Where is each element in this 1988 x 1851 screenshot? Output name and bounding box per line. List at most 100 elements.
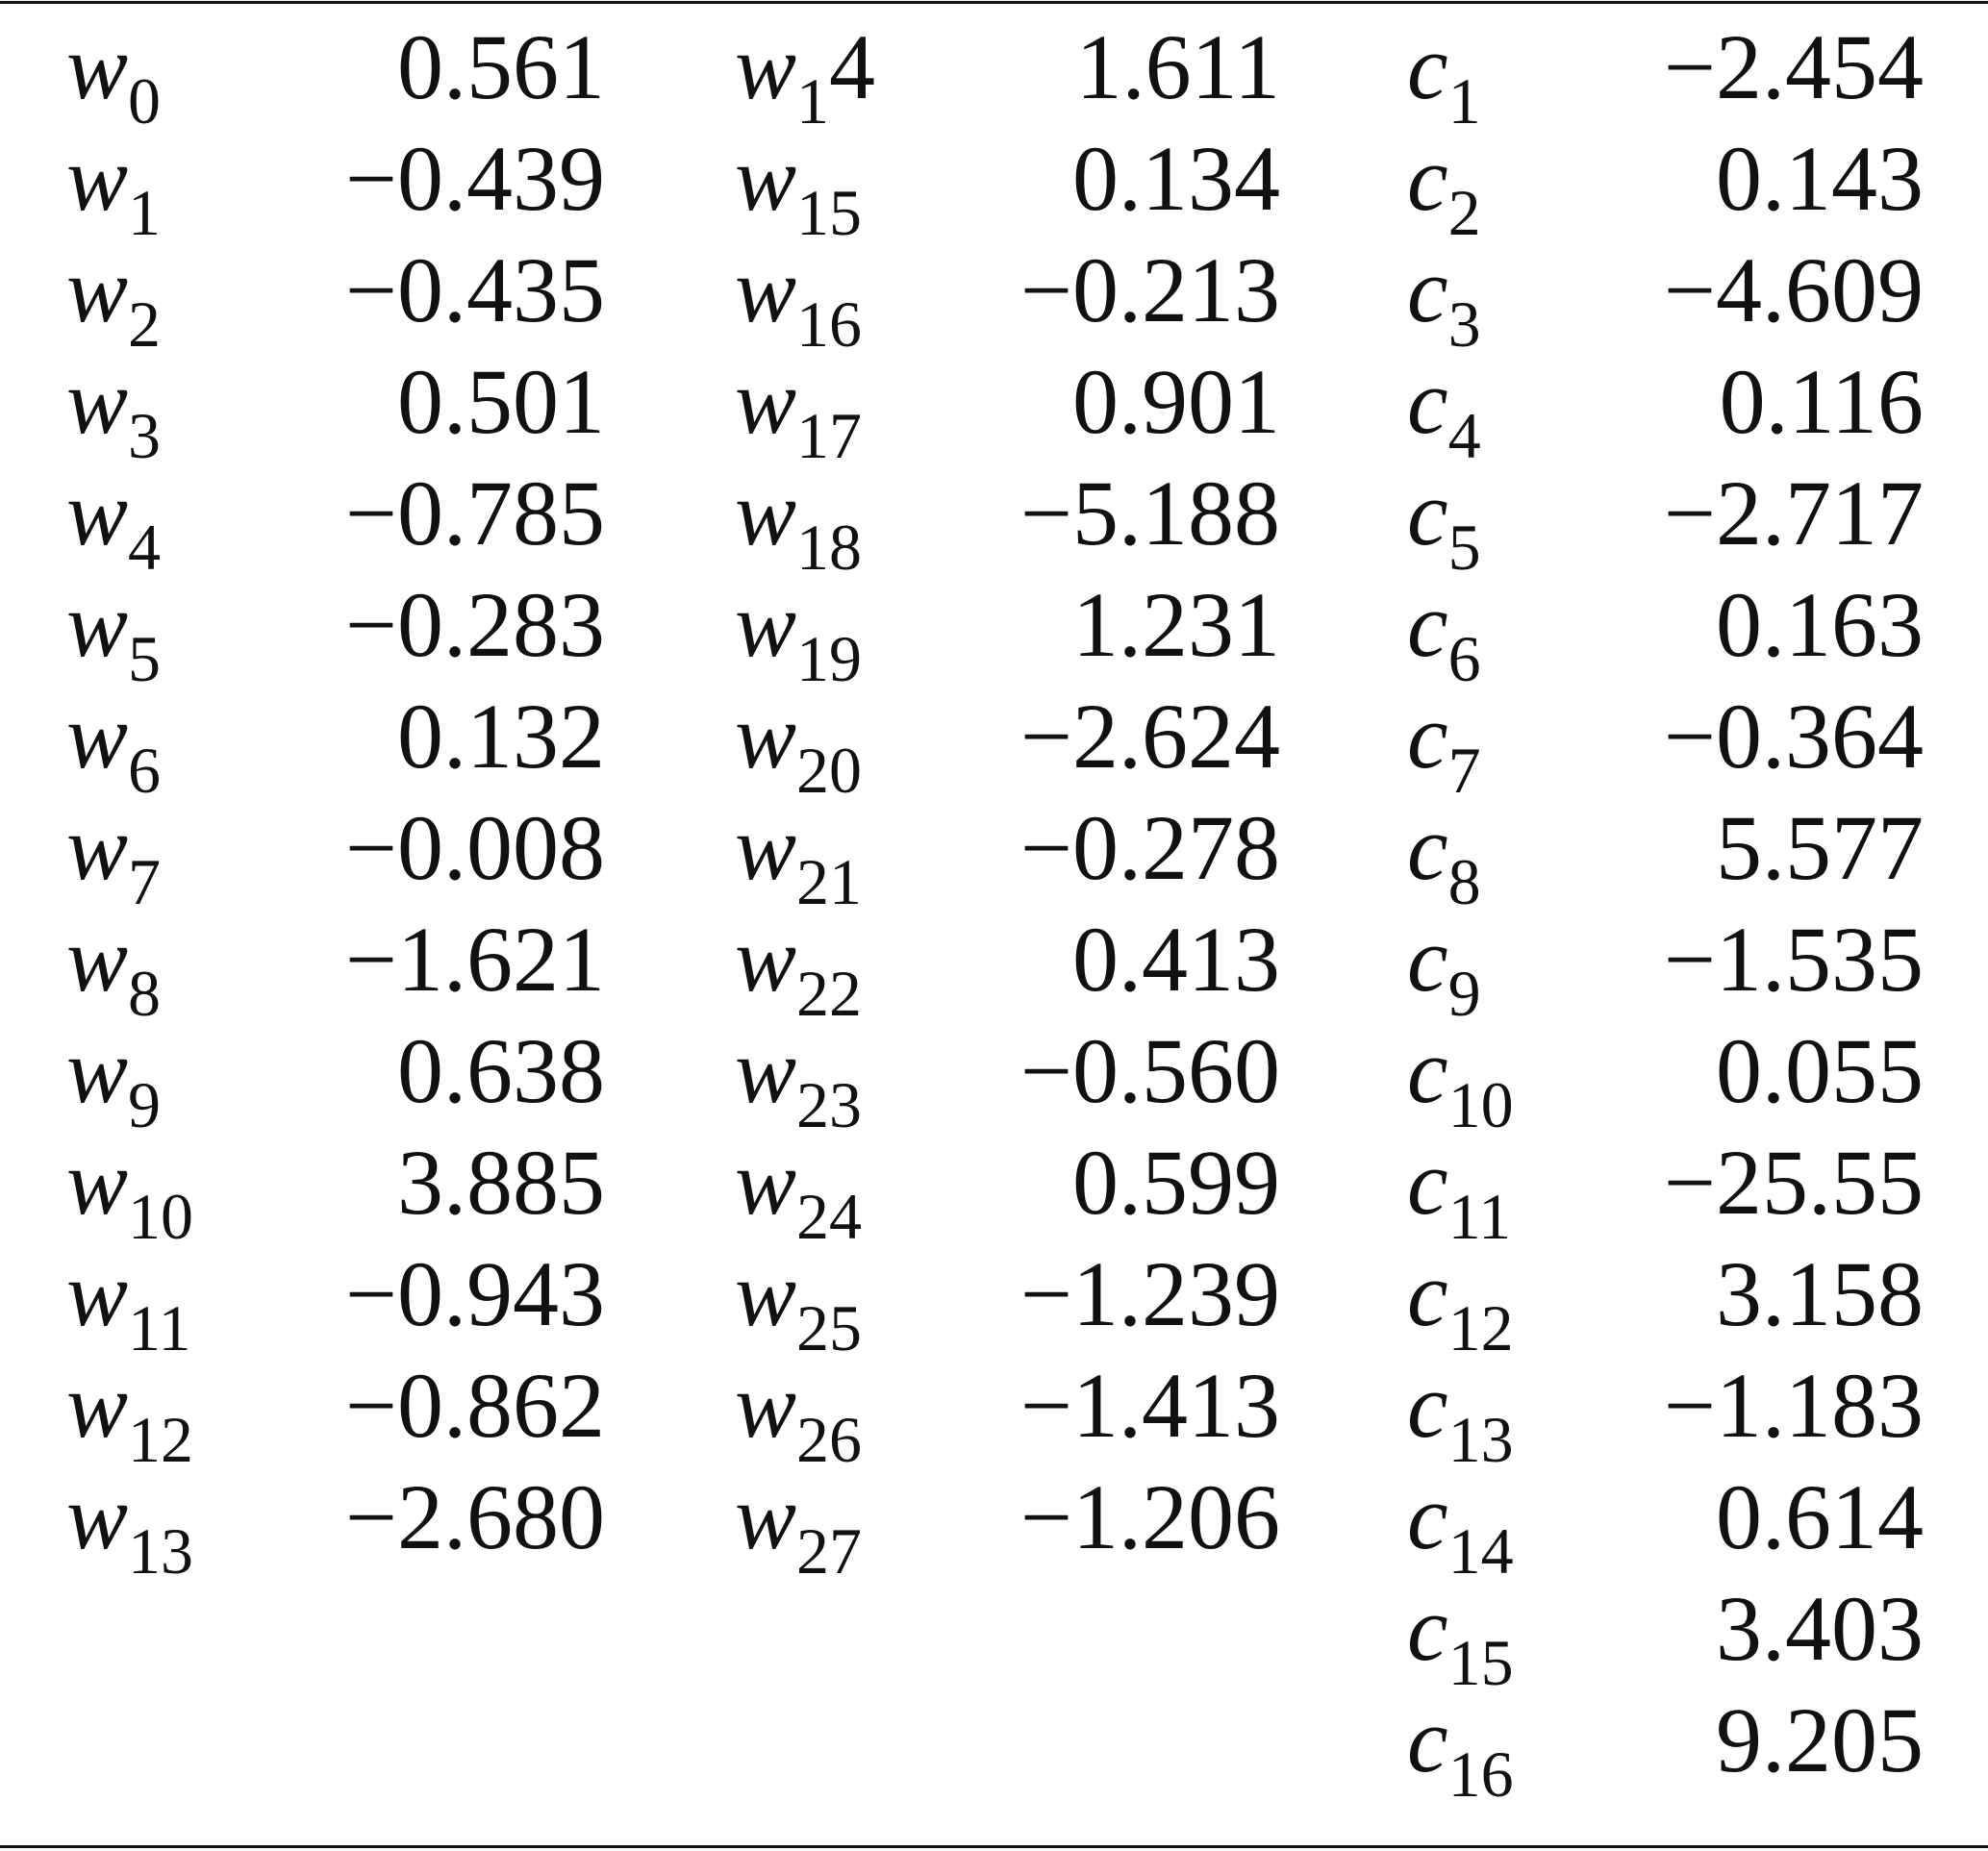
entry-value: −5.188	[1019, 462, 1280, 564]
entry-value: −2.717	[1663, 462, 1924, 564]
symbol: w	[66, 1019, 129, 1122]
entry-value: −0.008	[344, 796, 605, 899]
entry-value: 0.561	[397, 15, 605, 118]
entry-label: c1	[1407, 12, 1481, 138]
subscript: 1	[1447, 64, 1481, 138]
symbol: w	[735, 15, 797, 118]
subscript: 19	[796, 622, 863, 695]
entry-label: c14	[1407, 1462, 1514, 1588]
subscript: 1	[128, 176, 162, 249]
subscript: 2	[1447, 176, 1481, 249]
entry-value: −0.439	[344, 127, 605, 230]
entry-value: 9.205	[1716, 1688, 1924, 1791]
symbol: c	[1407, 462, 1448, 564]
symbol: c	[1407, 1577, 1448, 1680]
entry-value: −1.239	[1019, 1242, 1280, 1345]
entry-label: w3	[66, 346, 161, 472]
symbol: w	[735, 796, 797, 899]
entry-value: 0.413	[1072, 908, 1280, 1011]
symbol: c	[1407, 1465, 1448, 1568]
subscript: 3	[1447, 288, 1481, 361]
symbol: c	[1407, 15, 1448, 118]
entry-label: w12	[66, 1350, 193, 1476]
subscript: 7	[1447, 734, 1481, 807]
entry-value: −0.435	[344, 238, 605, 341]
entry-label: c13	[1407, 1350, 1514, 1476]
symbol: w	[66, 908, 129, 1011]
subscript: 23	[796, 1068, 863, 1141]
subscript: 16	[1447, 1738, 1514, 1811]
symbol: w	[66, 15, 129, 118]
symbol: c	[1407, 1242, 1448, 1345]
subscript: 11	[128, 1291, 191, 1364]
subscript: 9	[1447, 957, 1481, 1030]
symbol: w	[66, 573, 129, 676]
subscript: 10	[1447, 1068, 1514, 1141]
entry-label: w2	[66, 235, 161, 361]
subscript: 2	[128, 288, 162, 361]
entry-label: c11	[1407, 1127, 1511, 1253]
symbol: c	[1407, 685, 1448, 788]
entry-value: −0.943	[344, 1242, 605, 1345]
entry-label: w13	[66, 1462, 193, 1588]
symbol: w	[735, 127, 797, 230]
entry-label: w7	[66, 792, 161, 918]
subscript: 13	[1447, 1403, 1514, 1476]
subscript: 5	[1447, 511, 1481, 584]
entry-value: −1.621	[344, 908, 605, 1011]
entry-label: w4	[66, 458, 161, 584]
subscript: 0	[128, 64, 162, 138]
entry-label: c9	[1407, 904, 1481, 1030]
entry-label: w22	[735, 904, 862, 1030]
entry-label: w6	[66, 681, 161, 807]
subscript: 16	[796, 288, 863, 361]
entry-value: 3.885	[397, 1131, 605, 1234]
symbol: w	[66, 796, 129, 899]
entry-value: 5.577	[1716, 796, 1924, 899]
entry-value: 0.614	[1716, 1465, 1924, 1568]
entry-value: 3.158	[1716, 1242, 1924, 1345]
entry-value: 0.901	[1072, 350, 1280, 453]
symbol: w	[735, 573, 797, 676]
symbol: w	[735, 908, 797, 1011]
entry-label: w23	[735, 1015, 862, 1141]
entry-label: w21	[735, 792, 862, 918]
subscript: 5	[128, 622, 162, 695]
entry-value: −2.454	[1663, 15, 1924, 118]
entry-label: w14	[735, 12, 875, 138]
subscript: 13	[128, 1514, 194, 1588]
symbol: w	[66, 1354, 129, 1457]
entry-label: w11	[66, 1238, 191, 1364]
symbol: w	[66, 685, 129, 788]
entry-label: c6	[1407, 569, 1481, 695]
subscript: 25	[796, 1291, 863, 1364]
symbol: w	[735, 685, 797, 788]
entry-value: −4.609	[1663, 238, 1924, 341]
symbol: w	[735, 1131, 797, 1234]
entry-label: w10	[66, 1127, 193, 1253]
entry-label: c16	[1407, 1685, 1514, 1811]
entry-label: w20	[735, 681, 862, 807]
entry-value: −0.560	[1019, 1019, 1280, 1122]
symbol: w	[735, 238, 797, 341]
subscript: 6	[128, 734, 162, 807]
entry-value: −0.213	[1019, 238, 1280, 341]
subscript: 8	[1447, 845, 1481, 918]
entry-value: −2.680	[344, 1465, 605, 1568]
top-rule	[0, 1, 1988, 4]
subscript: 26	[796, 1403, 863, 1476]
symbol: c	[1407, 1688, 1448, 1791]
bottom-rule	[0, 1845, 1988, 1848]
entry-value: −1.535	[1663, 908, 1924, 1011]
entry-value: 0.501	[397, 350, 605, 453]
entry-label: c15	[1407, 1573, 1514, 1699]
entry-label: w24	[735, 1127, 862, 1253]
subscript: 14	[1447, 1514, 1514, 1588]
entry-value: 0.163	[1716, 573, 1924, 676]
entry-label: w9	[66, 1015, 161, 1141]
symbol: w	[735, 350, 797, 453]
entry-value: 1.231	[1072, 573, 1280, 676]
entry-label: c5	[1407, 458, 1481, 584]
entry-label: w26	[735, 1350, 862, 1476]
subscript: 15	[796, 176, 863, 249]
